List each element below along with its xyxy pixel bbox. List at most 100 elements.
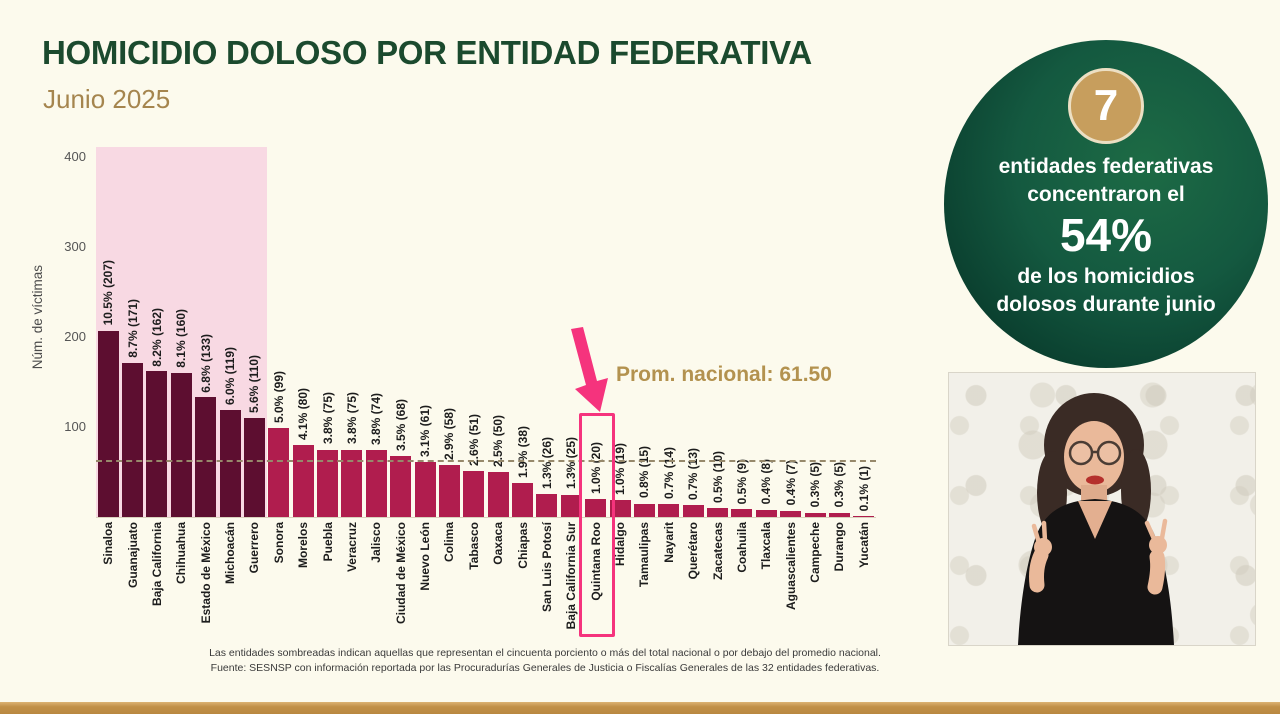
summary-badge: 7 entidades federativas concentraron el …: [944, 40, 1268, 368]
badge-text-line3: de los homicidios: [1017, 265, 1195, 289]
bar-value-label: 0.7% (13): [686, 448, 701, 501]
bar-value-label: 0.8% (15): [637, 446, 652, 499]
bar-morelos: [292, 445, 314, 517]
bar-tabasco: [463, 471, 485, 517]
bar-value-label: 0.4% (7): [783, 460, 798, 506]
x-axis-label: Chiapas: [515, 522, 530, 569]
bar-baja-california-sur: [560, 494, 582, 517]
bar-colima: [438, 464, 460, 517]
bar-value-label: 4.1% (80): [296, 387, 311, 440]
bar-coahuila: [731, 508, 753, 517]
bar-nayarit: [658, 504, 680, 517]
x-axis-label: Nayarit: [661, 522, 676, 563]
bar-value-label: 0.7% (14): [661, 447, 676, 500]
chart-plot-area: Núm. de víctimas Prom. nacional: 61.50 1…: [30, 147, 876, 518]
x-axis-label: Tamaulipas: [637, 522, 652, 588]
bar-yucat-n: [853, 516, 875, 517]
x-axis-label: Campeche: [808, 522, 823, 583]
page-title: HOMICIDIO DOLOSO POR ENTIDAD FEDERATIVA: [42, 34, 812, 71]
x-axis-label: Guerrero: [247, 522, 262, 574]
national-average-label: Prom. nacional: 61.50: [616, 363, 832, 386]
bar-value-label: 3.1% (61): [418, 405, 433, 458]
badge-text-line2: concentraron el: [1027, 182, 1185, 206]
x-axis-label: Tlaxcala: [759, 522, 774, 570]
bar-baja-california: [146, 371, 168, 517]
x-axis-label: Yucatán: [856, 522, 871, 569]
badge-number: 7: [1068, 68, 1144, 144]
bar-puebla: [317, 449, 339, 517]
bar-value-label: 3.8% (75): [344, 392, 359, 445]
bar-aguascalientes: [780, 510, 802, 517]
bar-durango: [828, 512, 850, 517]
bar-chihuahua: [170, 373, 192, 517]
bar-value-label: 8.7% (171): [125, 299, 140, 359]
bar-value-label: 0.3% (5): [808, 462, 823, 508]
bar-jalisco: [365, 450, 387, 517]
interpreter-person: [1018, 393, 1174, 645]
x-axis-label: Durango: [832, 522, 847, 572]
x-axis-label: Jalisco: [369, 522, 384, 563]
y-axis-tick: 100: [64, 419, 86, 434]
x-axis-label: Ciudad de México: [393, 522, 408, 625]
bar-quintana-roo: [585, 499, 607, 517]
bar-value-label: 2.6% (51): [466, 414, 481, 467]
bar-sinaloa: [97, 330, 119, 517]
x-axis-label: Puebla: [320, 522, 335, 562]
footnote-line2: Fuente: SESNSP con información reportada…: [210, 662, 880, 675]
bar-tlaxcala: [755, 509, 777, 517]
x-axis-label: Sonora: [271, 522, 286, 564]
x-axis-label: Coahuila: [734, 522, 749, 573]
x-axis-label: Colima: [442, 522, 457, 563]
bar-value-label: 3.8% (74): [369, 393, 384, 446]
x-axis-line: [96, 517, 876, 518]
bar-veracruz: [341, 449, 363, 517]
bar-value-label: 5.0% (99): [271, 370, 286, 423]
bar-value-label: 1.3% (25): [564, 437, 579, 490]
bar-ciudad-de-m-xico: [390, 455, 412, 517]
badge-text-line4: dolosos durante junio: [996, 293, 1216, 317]
x-axis-label: Morelos: [296, 522, 311, 569]
bar-estado-de-m-xico: [195, 397, 217, 517]
x-axis-label: Tabasco: [466, 522, 481, 570]
bar-value-label: 8.2% (162): [149, 307, 164, 367]
x-axis-label: Nuevo León: [418, 522, 433, 591]
bar-chiapas: [512, 482, 534, 517]
bar-nuevo-le-n: [414, 462, 436, 517]
bar-michoac-n: [219, 409, 241, 517]
bar-value-label: 8.1% (160): [174, 309, 189, 368]
x-axis-label: San Luis Potosí: [539, 522, 554, 613]
bar-value-label: 6.0% (119): [223, 346, 238, 405]
x-axis-label: Oaxaca: [491, 522, 506, 565]
footnote-line1: Las entidades sombreadas indican aquella…: [209, 647, 881, 659]
bar-oaxaca: [487, 472, 509, 517]
national-average-line: [96, 459, 876, 462]
y-axis-tick: 300: [64, 239, 86, 254]
page-subtitle: Junio 2025: [43, 84, 171, 114]
bar-value-label: 2.9% (58): [442, 407, 457, 460]
bar-value-label: 5.6% (110): [247, 354, 262, 413]
badge-percentage: 54%: [1059, 209, 1153, 262]
quintana-roo-highlight-box: [579, 413, 615, 637]
x-axis-label: Aguascalientes: [783, 522, 798, 611]
bar-guerrero: [243, 418, 265, 517]
x-axis-label: Baja California: [149, 522, 164, 607]
bar-sonora: [268, 427, 290, 517]
bar-zacatecas: [707, 508, 729, 517]
x-axis-label: Estado de México: [198, 522, 213, 624]
x-axis-label: Baja California Sur: [564, 522, 579, 630]
x-axis-label: Veracruz: [344, 522, 359, 573]
highlight-arrow-icon: [571, 327, 608, 412]
footnote: Las entidades sombreadas indican aquella…: [180, 646, 910, 676]
bar-value-label: 1.3% (26): [539, 436, 554, 489]
x-axis-label: Guanajuato: [125, 522, 140, 589]
bar-value-label: 0.4% (8): [759, 459, 774, 505]
bar-value-label: 0.3% (5): [832, 462, 847, 508]
bar-value-label: 0.1% (1): [856, 465, 871, 512]
bar-quer-taro: [682, 505, 704, 517]
x-axis-label: Zacatecas: [710, 522, 725, 581]
bar-san-luis-potos-: [536, 493, 558, 517]
y-axis-title: Núm. de víctimas: [30, 265, 45, 370]
x-axis-label: Michoacán: [223, 522, 238, 585]
x-axis-labels: Sinaloa Guanajuato Baja California Chihuahu…: [96, 517, 876, 645]
